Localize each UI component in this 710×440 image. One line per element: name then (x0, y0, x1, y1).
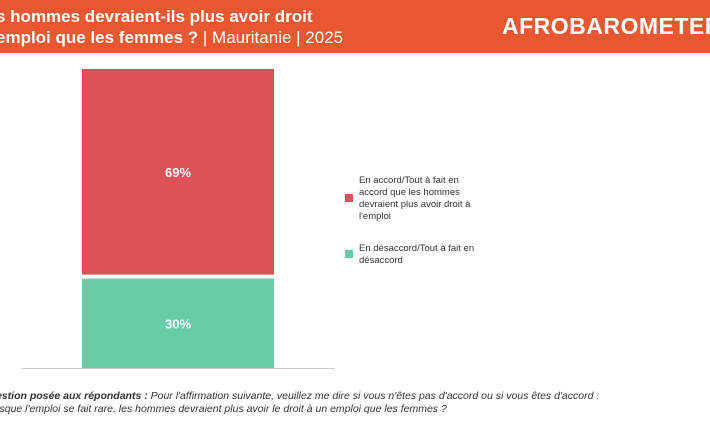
afrobarometer-logo: AFROBAROMETER (502, 13, 710, 39)
bar-segment-1 (82, 278, 274, 368)
data-label-0: 69% (165, 165, 191, 180)
bar-segment-0 (82, 69, 274, 275)
question-text-1: Pour l'affirmation suivante, veuillez me… (147, 390, 600, 402)
title-line-2: emploi que les femmes ? (0, 28, 199, 47)
question-label: estion posée aux répondants : (0, 390, 148, 402)
question-note: estion posée aux répondants : Pour l'aff… (0, 390, 599, 416)
question-text-2: rsque l'emploi se fait rare, les hommes … (0, 403, 447, 415)
legend-swatch (345, 194, 353, 202)
header-banner: s hommes devraient-ils plus avoir droit … (0, 0, 710, 53)
title-line-1: s hommes devraient-ils plus avoir droit (0, 7, 313, 26)
legend-label: En désaccord/Tout à fait en désaccord (359, 243, 475, 266)
data-label-1: 30% (165, 316, 191, 331)
legend-label: En accord/Tout à fait en accord que les … (359, 175, 471, 222)
legend-swatch (345, 250, 353, 258)
title-subtitle: | Mauritanie | 2025 (198, 28, 344, 47)
chart-title: s hommes devraient-ils plus avoir droit … (0, 6, 343, 48)
